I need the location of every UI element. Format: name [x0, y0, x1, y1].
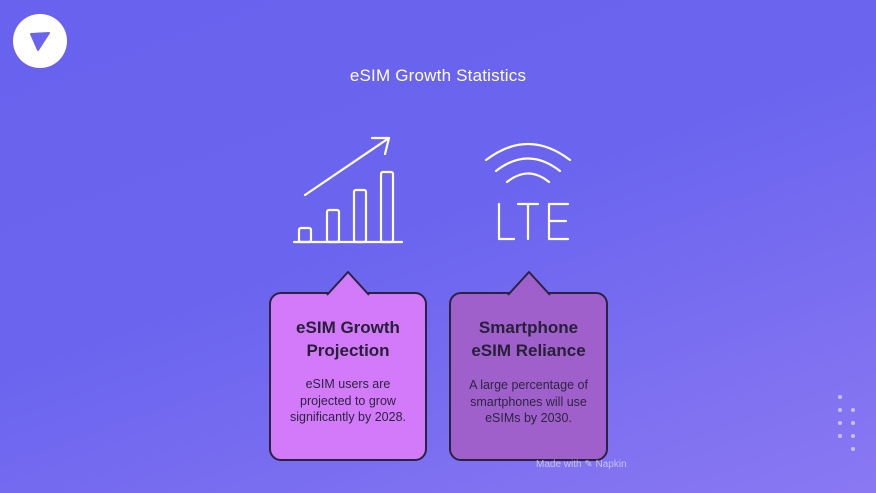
card-smartphone-esim-reliance: Smartphone eSIM Reliance A large percent… — [449, 271, 608, 461]
napkin-logo[interactable] — [13, 14, 67, 68]
growth-chart-icon — [292, 136, 404, 244]
card-title: Smartphone eSIM Reliance — [471, 318, 586, 360]
card-esim-growth-projection: eSIM Growth Projection eSIM users are pr… — [269, 271, 427, 461]
made-with-napkin-watermark: Made with ✎ Napkin — [536, 459, 627, 470]
card-text: eSIM users are projected to grow signifi… — [289, 377, 407, 424]
page-title: eSIM Growth Statistics — [349, 66, 527, 85]
card-title: eSIM Growth Projection — [296, 318, 400, 360]
card-pointer — [506, 271, 551, 296]
card-text: A large percentage of smartphones will u… — [469, 378, 588, 425]
card-pointer — [326, 271, 370, 296]
play-triangle-icon — [30, 32, 50, 51]
lte-signal-icon — [484, 142, 572, 241]
